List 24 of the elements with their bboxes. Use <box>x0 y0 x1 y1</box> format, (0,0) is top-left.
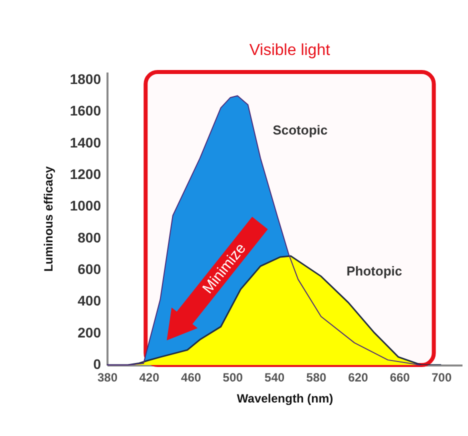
x-tick-label: 700 <box>432 370 452 384</box>
band-label: Visible light <box>249 42 331 59</box>
x-tick-label: 620 <box>348 370 368 384</box>
x-tick-label: 380 <box>97 370 118 384</box>
x-tick-label: 420 <box>139 370 160 384</box>
y-axis-title: Luminous efficacy <box>42 166 56 272</box>
y-tick-label: 600 <box>78 260 102 277</box>
x-tick-label: 460 <box>181 370 202 384</box>
y-tick-label: 1600 <box>70 102 102 119</box>
series-label: Scotopic <box>272 122 328 138</box>
y-tick-label: 1200 <box>70 166 102 182</box>
series-label: Photopic <box>346 264 402 279</box>
y-tick-label: 400 <box>78 292 102 309</box>
y-tick-label: 200 <box>78 324 102 340</box>
x-tick-label: 540 <box>264 370 285 384</box>
y-tick-label: 1800 <box>70 70 102 87</box>
x-tick-label: 500 <box>222 370 244 384</box>
y-tick-label: 1000 <box>70 198 102 214</box>
x-axis-title: Wavelength (nm) <box>236 392 334 406</box>
y-tick-label: 800 <box>78 229 102 246</box>
x-tick-label: 660 <box>390 370 410 384</box>
y-tick-label: 0 <box>93 356 102 372</box>
y-tick-label: 1400 <box>70 134 102 150</box>
x-tick-label: 580 <box>306 370 327 384</box>
